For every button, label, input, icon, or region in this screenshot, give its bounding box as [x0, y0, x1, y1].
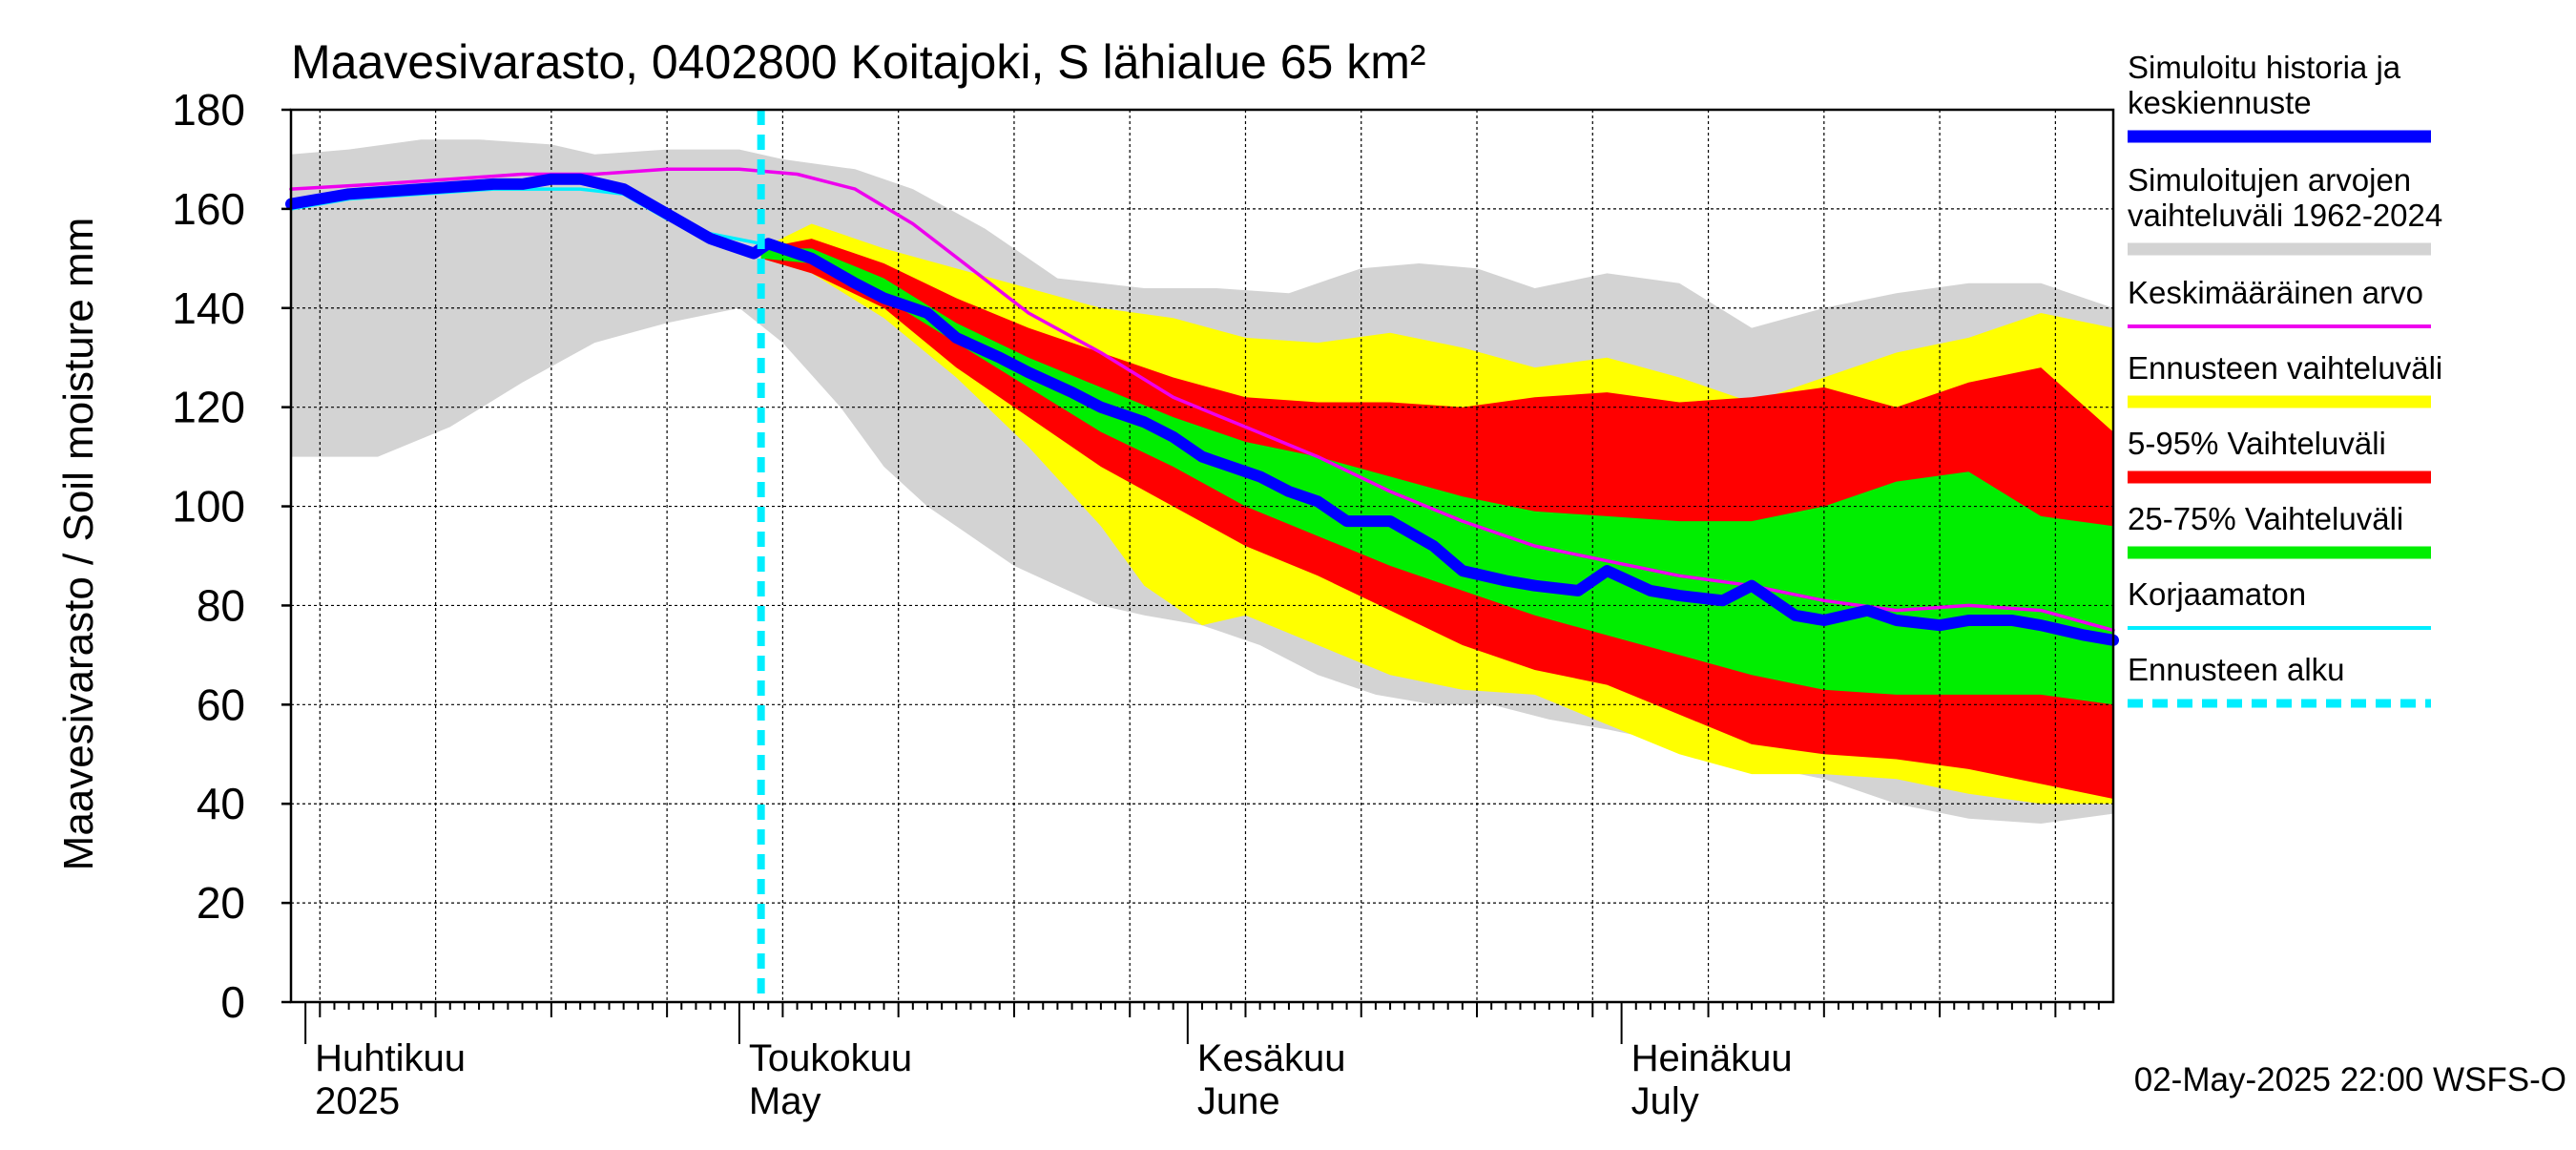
month-label-en: July [1631, 1080, 1699, 1122]
month-label-fi: Heinäkuu [1631, 1037, 1793, 1079]
simulated-forecast-line [285, 173, 2119, 646]
month-label-fi: Toukokuu [749, 1037, 912, 1079]
grid-layer [291, 109, 2113, 1002]
line-layer [285, 110, 2119, 1002]
chart-title: Maavesivarasto, 0402800 Koitajoki, S läh… [291, 35, 1426, 89]
month-label-fi: Kesäkuu [1197, 1037, 1346, 1079]
y-tick-label: 160 [172, 184, 245, 234]
y-tick-label: 120 [172, 383, 245, 432]
y-tick-label: 20 [197, 878, 245, 928]
y-tick-label: 40 [197, 779, 245, 828]
y-tick-label: 180 [172, 85, 245, 135]
legend-label: Keskimääräinen arvo [2128, 275, 2423, 310]
y-tick-label: 140 [172, 283, 245, 333]
legend-label: 5-95% Vaihteluväli [2128, 426, 2386, 461]
legend-label: Simuloitujen arvojen [2128, 162, 2411, 198]
legend-label: Korjaamaton [2128, 576, 2306, 612]
y-axis-label: Maavesivarasto / Soil moisture mm [55, 218, 102, 871]
legend-label: 25-75% Vaihteluväli [2128, 501, 2403, 536]
y-tick-label: 0 [220, 977, 245, 1027]
month-label-en: 2025 [315, 1080, 400, 1122]
legend-label: Ennusteen alku [2128, 652, 2345, 687]
legend-label: vaihteluväli 1962-2024 [2128, 198, 2442, 233]
legend-label: Simuloitu historia ja [2128, 50, 2401, 85]
y-tick-label: 60 [197, 680, 245, 729]
y-tick-label: 100 [172, 482, 245, 532]
mean-line [289, 167, 2115, 633]
legend-label: Ennusteen vaihteluväli [2128, 350, 2442, 386]
legend-label: keskiennuste [2128, 85, 2312, 120]
month-label-fi: Huhtikuu [315, 1037, 466, 1079]
month-label-en: June [1197, 1080, 1280, 1122]
month-label-en: May [749, 1080, 821, 1122]
footer-timestamp: 02-May-2025 22:00 WSFS-O [2134, 1061, 2566, 1098]
y-tick-label: 80 [197, 580, 245, 630]
